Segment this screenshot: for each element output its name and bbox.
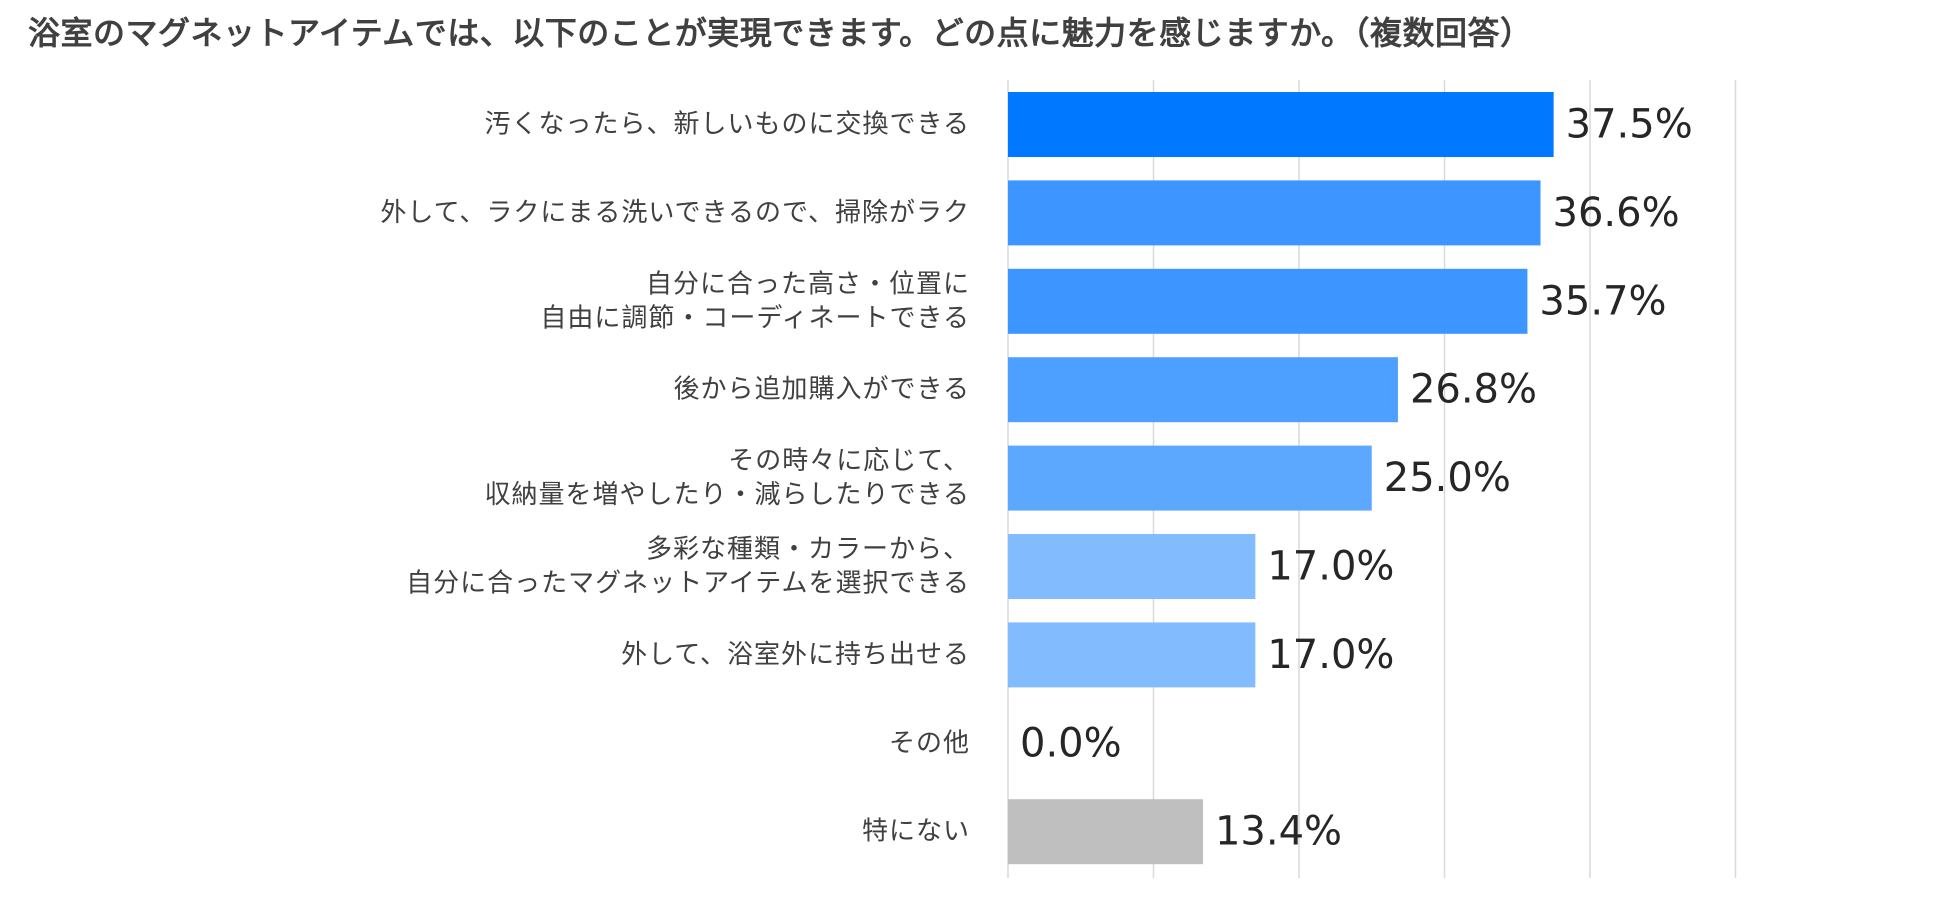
- chart-title: 浴室のマグネットアイテムでは、以下のことが実現できます。どの点に魅力を感じますか…: [28, 14, 1533, 52]
- category-label-5: その時々に応じて、収納量を増やしたり・減らしたりできる: [485, 446, 970, 510]
- value-label-1: 37.5%: [1566, 102, 1693, 148]
- category-label-4: 後から追加購入ができる: [674, 375, 970, 405]
- category-label-line: 後から追加購入ができる: [674, 375, 970, 405]
- category-label-8: その他: [889, 728, 970, 758]
- category-label-line: 多彩な種類・カラーから、: [646, 535, 970, 565]
- bar-3: [1008, 268, 1528, 334]
- value-label-3: 35.7%: [1539, 278, 1666, 324]
- category-label-line: 収納量を増やしたり・減らしたりできる: [485, 480, 970, 510]
- value-label-4: 26.8%: [1410, 367, 1537, 413]
- bar-5: [1008, 445, 1372, 511]
- value-label-8: 0.0%: [1020, 720, 1122, 766]
- category-label-9: 特にない: [862, 817, 970, 847]
- category-label-line: その時々に応じて、: [728, 446, 970, 476]
- category-label-1: 汚くなったら、新しいものに交換できる: [485, 110, 970, 140]
- category-label-line: 自由に調節・コーディネートできる: [540, 303, 970, 333]
- category-label-2: 外して、ラクにまる洗いできるので、掃除がラク: [380, 198, 970, 228]
- category-label-line: 自分に合ったマグネットアイテムを選択できる: [406, 569, 970, 599]
- value-label-9: 13.4%: [1215, 809, 1342, 855]
- category-label-7: 外して、浴室外に持ち出せる: [621, 640, 970, 670]
- value-label-2: 36.6%: [1553, 190, 1680, 236]
- category-label-line: 外して、ラクにまる洗いできるので、掃除がラク: [380, 198, 970, 228]
- value-label-6: 17.0%: [1267, 544, 1394, 590]
- bar-4: [1008, 357, 1398, 423]
- value-label-5: 25.0%: [1384, 455, 1511, 501]
- category-label-line: 汚くなったら、新しいものに交換できる: [485, 110, 970, 140]
- bar-6: [1008, 534, 1256, 599]
- category-label-line: 自分に合った高さ・位置に: [646, 269, 970, 299]
- category-label-line: 外して、浴室外に持ち出せる: [621, 640, 970, 670]
- category-label-3: 自分に合った高さ・位置に自由に調節・コーディネートできる: [540, 269, 970, 333]
- bar-9: [1008, 799, 1203, 865]
- bar-7: [1008, 622, 1256, 688]
- bar-2: [1008, 180, 1541, 246]
- category-label-line: その他: [889, 728, 970, 758]
- value-label-7: 17.0%: [1267, 632, 1394, 678]
- category-label-line: 特にない: [862, 817, 970, 847]
- bar-1: [1008, 92, 1554, 157]
- category-label-6: 多彩な種類・カラーから、自分に合ったマグネットアイテムを選択できる: [406, 535, 970, 599]
